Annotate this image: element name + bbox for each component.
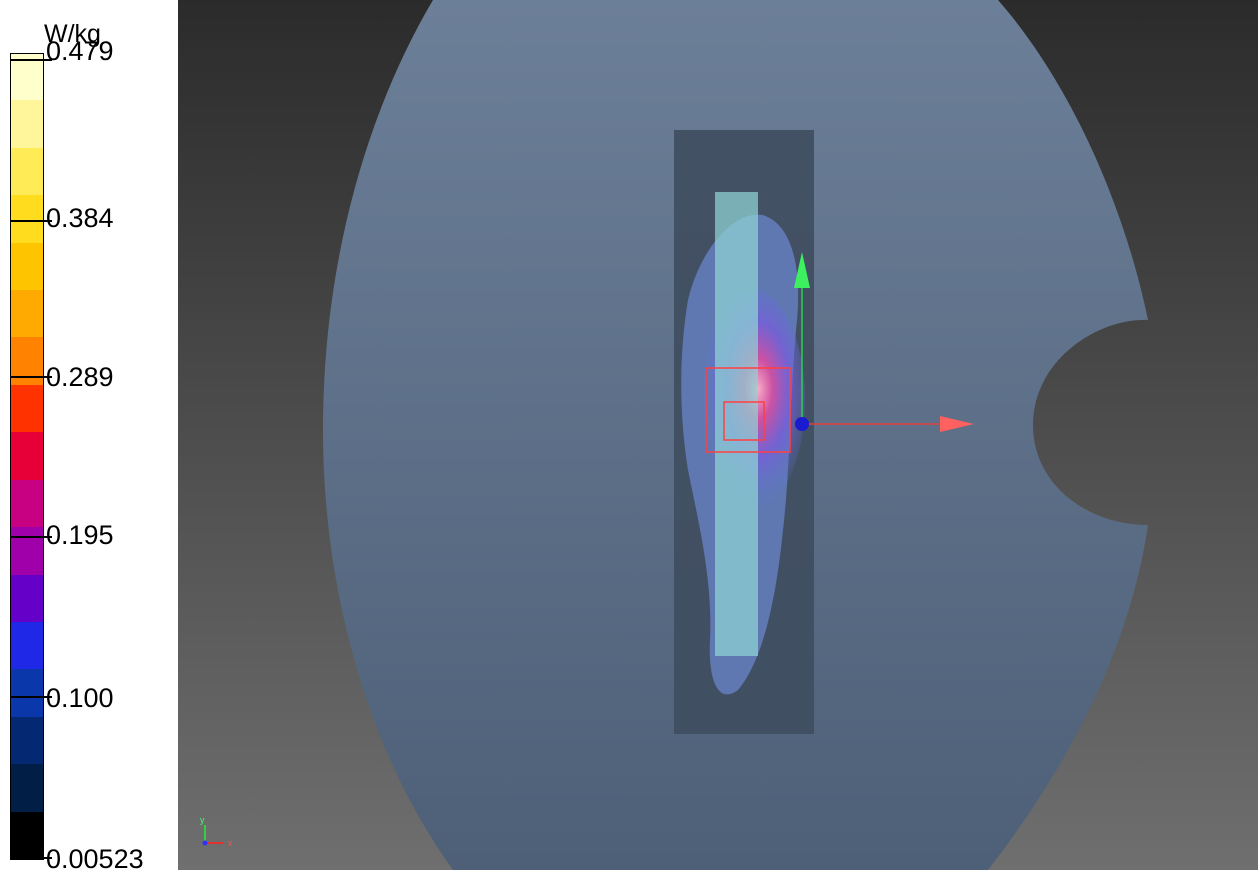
color-swatch — [10, 432, 44, 481]
color-swatch — [10, 242, 44, 292]
3d-viewport[interactable]: y x — [178, 0, 1258, 870]
color-swatch — [10, 290, 44, 339]
tick-label-4: 0.195 — [46, 520, 114, 550]
color-swatch — [10, 479, 44, 529]
color-bar — [10, 53, 52, 860]
color-swatch — [10, 621, 44, 671]
color-swatch — [10, 669, 44, 718]
tick-label-max: 0.479 — [46, 36, 114, 66]
color-swatch — [10, 195, 44, 244]
peak-cube — [723, 401, 765, 441]
color-swatch — [10, 716, 44, 766]
scene-canvas[interactable]: y x — [178, 0, 1258, 870]
color-swatch — [10, 811, 44, 860]
device-under-test — [715, 192, 758, 656]
origin-marker — [795, 417, 809, 431]
color-bar-tick — [10, 696, 52, 698]
zoom-scan-cube — [705, 367, 791, 453]
color-swatch — [10, 53, 44, 102]
tick-label-5: 0.100 — [46, 683, 114, 713]
color-bar-tick — [10, 220, 52, 222]
triad-x-label: x — [228, 838, 233, 848]
tick-label-2: 0.384 — [46, 203, 114, 233]
color-bar-frame — [10, 53, 44, 859]
x-axis-arrow — [940, 416, 974, 432]
triad-y-label: y — [200, 815, 205, 825]
color-bar-tick — [10, 857, 52, 859]
color-bar-tick — [10, 376, 52, 378]
tick-label-3: 0.289 — [46, 362, 114, 392]
orientation-triad: y x — [200, 815, 233, 848]
color-swatch — [10, 384, 44, 434]
y-axis-arrow — [794, 252, 810, 288]
color-swatch — [10, 100, 44, 149]
tick-label-min: 0.00523 — [46, 844, 144, 874]
color-swatch — [10, 527, 44, 576]
color-bar-tick — [10, 59, 52, 61]
unit-label: W/kg — [44, 20, 101, 48]
color-bar-tick — [10, 536, 52, 538]
color-swatch — [10, 764, 44, 813]
color-swatch — [10, 147, 44, 197]
color-swatch — [10, 574, 44, 623]
color-scale-legend: W/kg 0.479 0.384 0.289 0.195 0.100 0.005… — [0, 0, 178, 874]
